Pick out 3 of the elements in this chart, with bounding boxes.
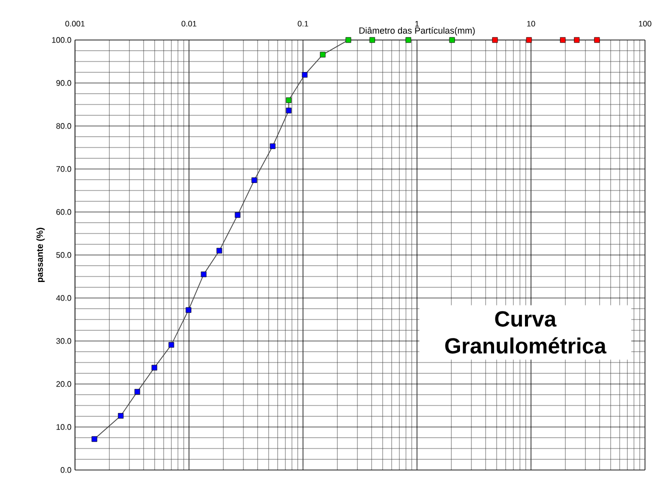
y-axis-title: passante (%) [36, 228, 45, 282]
annotation: Curva Granulométrica [445, 311, 606, 354]
x-axis-title: Diâmetro das Partículas(mm) [359, 27, 475, 36]
